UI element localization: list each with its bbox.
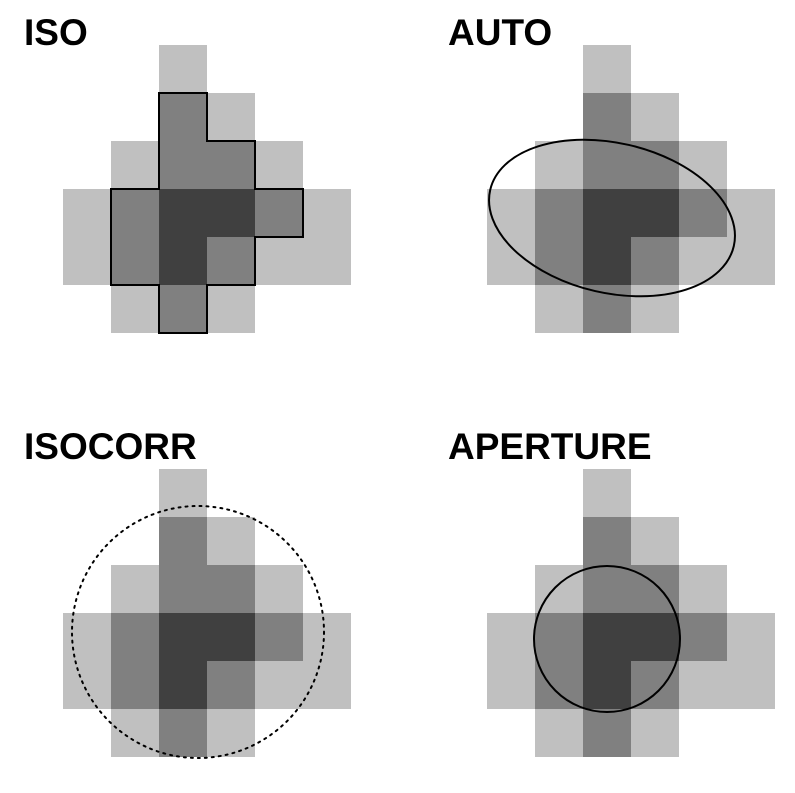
pixel-cell-auto-r4-c4 (679, 237, 727, 285)
panel-title-isocorr: ISOCORR (24, 426, 197, 467)
pixel-cell-isocorr-r2-c3 (207, 565, 255, 613)
pixel-cell-iso-r4-c5 (303, 237, 351, 285)
pixel-cell-isocorr-r2-c4 (255, 565, 303, 613)
pixel-cell-iso-r4-c2 (159, 237, 207, 285)
pixel-cell-iso-r5-c1 (111, 285, 159, 333)
pixel-cell-isocorr-r2-c2 (159, 565, 207, 613)
pixel-cell-aperture-r5-c1 (535, 709, 583, 757)
pixel-cell-aperture-r4-c5 (727, 661, 775, 709)
pixel-cell-aperture-r4-c1 (535, 661, 583, 709)
pixel-cell-isocorr-r3-c2 (159, 613, 207, 661)
pixel-cell-isocorr-r3-c4 (255, 613, 303, 661)
pixel-cell-auto-r4-c3 (631, 237, 679, 285)
pixel-cell-isocorr-r5-c3 (207, 709, 255, 757)
pixel-cell-auto-r2-c4 (679, 141, 727, 189)
pixel-cell-isocorr-r4-c4 (255, 661, 303, 709)
pixel-cell-iso-r2-c3 (207, 141, 255, 189)
pixel-cell-iso-r0-c2 (159, 45, 207, 93)
pixel-cell-aperture-r4-c2 (583, 661, 631, 709)
pixel-cell-aperture-r2-c2 (583, 565, 631, 613)
pixel-cell-aperture-r0-c2 (583, 469, 631, 517)
panel-isocorr (63, 469, 351, 759)
pixel-cell-iso-r4-c3 (207, 237, 255, 285)
pixel-cell-isocorr-r3-c1 (111, 613, 159, 661)
pixel-cell-auto-r4-c1 (535, 237, 583, 285)
pixel-cell-aperture-r3-c4 (679, 613, 727, 661)
pixel-cell-auto-r0-c2 (583, 45, 631, 93)
pixel-cell-isocorr-r5-c2 (159, 709, 207, 757)
pixel-cell-iso-r3-c2 (159, 189, 207, 237)
pixel-cell-iso-r5-c2 (159, 285, 207, 333)
pixel-cell-isocorr-r1-c2 (159, 517, 207, 565)
pixel-cell-aperture-r3-c1 (535, 613, 583, 661)
pixel-cell-isocorr-r4-c5 (303, 661, 351, 709)
isophotal-contour (110, 92, 304, 334)
pixel-cell-aperture-r4-c0 (487, 661, 535, 709)
pixel-cell-isocorr-r3-c0 (63, 613, 111, 661)
pixel-cell-isocorr-r2-c1 (111, 565, 159, 613)
pixel-cell-iso-r3-c4 (255, 189, 303, 237)
pixel-cell-auto-r3-c2 (583, 189, 631, 237)
pixel-cell-auto-r4-c2 (583, 237, 631, 285)
pixel-cell-auto-r2-c3 (631, 141, 679, 189)
pixel-cell-auto-r5-c1 (535, 285, 583, 333)
pixel-cell-isocorr-r4-c0 (63, 661, 111, 709)
pixel-cell-iso-r2-c2 (159, 141, 207, 189)
pixel-cell-iso-r3-c1 (111, 189, 159, 237)
pixel-cell-aperture-r3-c2 (583, 613, 631, 661)
pixel-cell-iso-r4-c4 (255, 237, 303, 285)
pixel-cell-iso-r3-c0 (63, 189, 111, 237)
pixel-cell-auto-r1-c3 (631, 93, 679, 141)
pixel-cell-auto-r2-c2 (583, 141, 631, 189)
pixel-cell-isocorr-r3-c5 (303, 613, 351, 661)
pixel-cell-iso-r4-c0 (63, 237, 111, 285)
pixel-cell-auto-r1-c2 (583, 93, 631, 141)
panel-title-aperture: APERTURE (448, 426, 652, 467)
aperture-circle (533, 565, 681, 713)
pixel-cell-aperture-r3-c0 (487, 613, 535, 661)
panel-title-iso: ISO (24, 12, 88, 53)
pixel-cell-aperture-r3-c5 (727, 613, 775, 661)
panel-auto (487, 45, 775, 333)
pixel-cell-auto-r2-c1 (535, 141, 583, 189)
panel-iso (63, 45, 351, 334)
panel-title-auto: AUTO (448, 12, 553, 53)
pixel-cell-iso-r2-c4 (255, 141, 303, 189)
pixel-cell-aperture-r4-c3 (631, 661, 679, 709)
pixel-cell-isocorr-r4-c3 (207, 661, 255, 709)
pixel-cell-isocorr-r3-c3 (207, 613, 255, 661)
panel-aperture (487, 469, 775, 757)
pixel-cell-iso-r5-c3 (207, 285, 255, 333)
kron-ellipse (488, 138, 736, 298)
pixel-cell-aperture-r3-c3 (631, 613, 679, 661)
pixel-cell-auto-r3-c3 (631, 189, 679, 237)
pixel-cell-iso-r3-c5 (303, 189, 351, 237)
pixel-cell-isocorr-r4-c2 (159, 661, 207, 709)
pixel-cell-iso-r4-c1 (111, 237, 159, 285)
pixel-cell-iso-r2-c1 (111, 141, 159, 189)
pixel-cell-isocorr-r1-c3 (207, 517, 255, 565)
pixel-cell-aperture-r5-c3 (631, 709, 679, 757)
pixel-cell-auto-r3-c1 (535, 189, 583, 237)
pixel-cell-auto-r5-c2 (583, 285, 631, 333)
pixel-cell-aperture-r2-c4 (679, 565, 727, 613)
pixel-cell-aperture-r1-c2 (583, 517, 631, 565)
pixel-cell-aperture-r1-c3 (631, 517, 679, 565)
isocorr-circle (71, 505, 325, 759)
pixel-cell-aperture-r4-c4 (679, 661, 727, 709)
pixel-cell-isocorr-r4-c1 (111, 661, 159, 709)
pixel-cell-auto-r3-c0 (487, 189, 535, 237)
pixel-cell-aperture-r5-c2 (583, 709, 631, 757)
pixel-cell-iso-r3-c3 (207, 189, 255, 237)
pixel-cell-iso-r1-c2 (159, 93, 207, 141)
pixel-cell-auto-r5-c3 (631, 285, 679, 333)
pixel-cell-iso-r1-c3 (207, 93, 255, 141)
